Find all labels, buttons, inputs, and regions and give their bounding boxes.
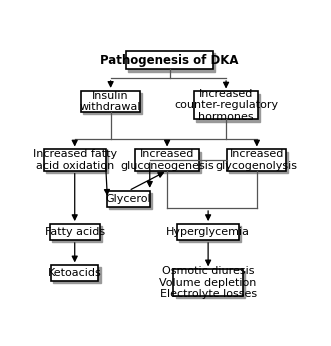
FancyBboxPatch shape <box>128 53 215 72</box>
FancyBboxPatch shape <box>110 193 152 209</box>
Text: Hyperglycemia: Hyperglycemia <box>166 227 250 237</box>
FancyBboxPatch shape <box>126 51 213 70</box>
Text: Pathogenesis of DKA: Pathogenesis of DKA <box>100 54 239 67</box>
Text: Increased
gluconeogenesis: Increased gluconeogenesis <box>120 149 214 171</box>
FancyBboxPatch shape <box>44 149 106 171</box>
Text: Increased
glycogenolysis: Increased glycogenolysis <box>216 149 298 171</box>
FancyBboxPatch shape <box>46 152 108 173</box>
FancyBboxPatch shape <box>50 224 100 240</box>
FancyBboxPatch shape <box>227 149 286 171</box>
FancyBboxPatch shape <box>51 265 98 281</box>
Text: Insulin
withdrawal: Insulin withdrawal <box>80 91 141 112</box>
Text: Ketoacids: Ketoacids <box>48 268 102 278</box>
Text: Glycerol: Glycerol <box>106 194 151 204</box>
FancyBboxPatch shape <box>175 272 245 298</box>
Text: Fatty acids: Fatty acids <box>45 227 105 237</box>
FancyBboxPatch shape <box>177 224 239 240</box>
FancyBboxPatch shape <box>135 149 199 171</box>
Text: Osmotic diuresis
Volume depletion
Electrolyte losses: Osmotic diuresis Volume depletion Electr… <box>160 266 257 299</box>
FancyBboxPatch shape <box>81 91 140 112</box>
FancyBboxPatch shape <box>83 93 142 114</box>
FancyBboxPatch shape <box>229 152 288 173</box>
FancyBboxPatch shape <box>53 267 101 283</box>
FancyBboxPatch shape <box>137 152 201 173</box>
FancyBboxPatch shape <box>173 269 243 296</box>
FancyBboxPatch shape <box>52 226 102 242</box>
Text: Increased
counter-regulatory
hormones: Increased counter-regulatory hormones <box>174 89 278 122</box>
Text: Increased fatty
acid oxidation: Increased fatty acid oxidation <box>33 149 117 171</box>
FancyBboxPatch shape <box>179 226 241 242</box>
FancyBboxPatch shape <box>194 91 258 119</box>
FancyBboxPatch shape <box>196 94 260 121</box>
FancyBboxPatch shape <box>108 191 150 207</box>
